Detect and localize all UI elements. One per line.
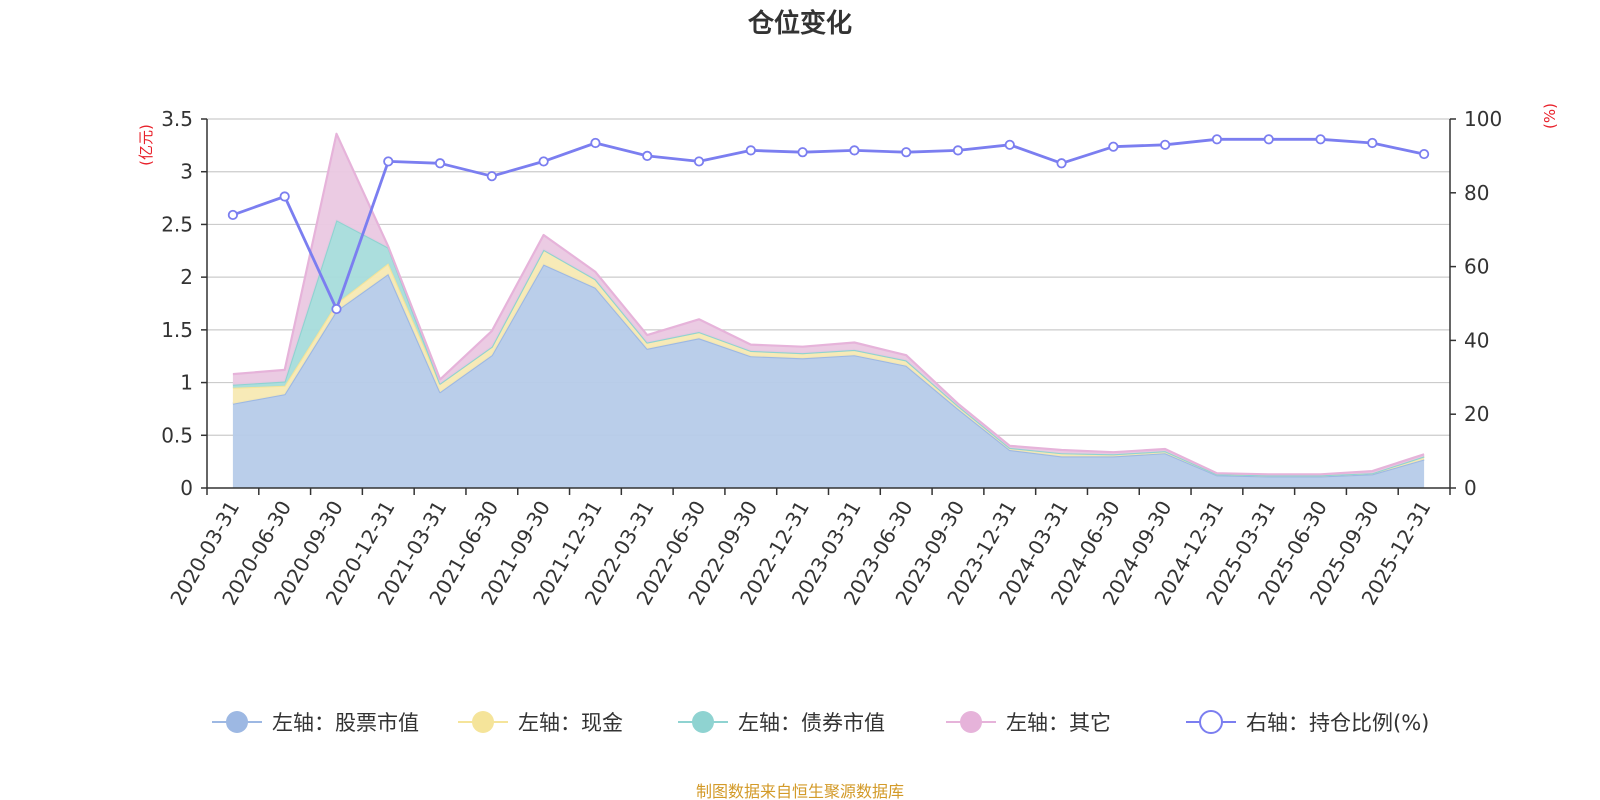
right-axis-tick-label: 100 xyxy=(1464,107,1502,131)
left-axis-tick-label: 0 xyxy=(180,476,193,500)
right-axis-tick-label: 20 xyxy=(1464,402,1489,426)
legend-marker xyxy=(472,711,494,733)
legend-marker xyxy=(960,711,982,733)
position-ratio-path xyxy=(232,137,1425,311)
left-axis-unit: (亿元) xyxy=(137,124,155,166)
stacked-areas xyxy=(232,132,1425,488)
right-axis-tick-label: 60 xyxy=(1464,255,1489,279)
position-ratio-point xyxy=(1419,148,1430,160)
position-ratio-point xyxy=(1004,139,1015,150)
position-ratio-point xyxy=(642,150,653,161)
legend-marker xyxy=(1199,710,1223,734)
area-series-2 xyxy=(232,220,1425,476)
left-axis-tick-label: 3.5 xyxy=(161,107,193,131)
position-ratio-point xyxy=(849,145,860,156)
position-ratio-point xyxy=(486,171,497,182)
right-axis-tick-label: 40 xyxy=(1464,328,1489,352)
x-axis-labels: 2020-03-312020-06-302020-09-302020-12-31… xyxy=(165,496,1435,609)
left-axis-tick-label: 1 xyxy=(180,371,193,395)
legend-item-4[interactable]: 右轴：持仓比例(%) xyxy=(1186,710,1429,735)
position-ratio-point xyxy=(1315,134,1326,145)
position-ratio-point xyxy=(590,137,601,149)
axes: 0 0.5 1 1.5 2 2.5 3 3.5 0 20 40 60 80 100 xyxy=(161,107,1502,500)
legend[interactable]: 左轴：股票市值 左轴：现金 左轴：债券市值 左轴：其它 右轴：持仓比例(%) xyxy=(212,710,1429,735)
legend-marker xyxy=(226,711,248,733)
position-ratio-point xyxy=(1056,158,1067,169)
area-series-edge-3 xyxy=(232,132,1425,476)
data-source-note: 制图数据来自恒生聚源数据库 xyxy=(696,782,904,800)
position-ratio-point xyxy=(1160,139,1171,150)
position-ratio-point xyxy=(797,147,808,158)
legend-item-1[interactable]: 左轴：现金 xyxy=(458,711,623,735)
legend-item-2[interactable]: 左轴：债券市值 xyxy=(678,711,885,735)
chart-title: 仓位变化 xyxy=(747,8,852,39)
right-axis-tick-label: 80 xyxy=(1464,181,1489,205)
position-ratio-point xyxy=(901,147,912,158)
area-series-0 xyxy=(232,264,1425,488)
position-ratio-point xyxy=(745,145,756,156)
position-ratio-point xyxy=(693,156,705,167)
position-ratio-point xyxy=(227,209,238,221)
position-ratio-point xyxy=(952,145,964,156)
legend-item-0[interactable]: 左轴：股票市值 xyxy=(212,711,419,735)
legend-label: 左轴：其它 xyxy=(1006,711,1111,735)
position-ratio-point xyxy=(331,303,342,315)
position-ratio-line xyxy=(227,134,1430,315)
legend-label: 左轴：股票市值 xyxy=(272,711,419,735)
left-axis-tick-label: 2.5 xyxy=(161,212,193,236)
legend-item-3[interactable]: 左轴：其它 xyxy=(946,711,1111,735)
position-ratio-point xyxy=(538,156,549,167)
area-series-1 xyxy=(232,249,1425,477)
right-axis-tick-label: 0 xyxy=(1464,476,1477,500)
left-axis-tick-label: 1.5 xyxy=(161,318,193,342)
left-axis-tick-label: 2 xyxy=(180,265,193,289)
position-ratio-point xyxy=(1108,141,1119,152)
position-ratio-point xyxy=(1263,134,1274,145)
position-ratio-point xyxy=(434,158,446,169)
position-ratio-point xyxy=(1211,134,1223,145)
left-axis-tick-label: 3 xyxy=(180,160,193,184)
legend-label: 左轴：现金 xyxy=(518,711,623,735)
position-ratio-point xyxy=(383,156,394,167)
legend-label: 右轴：持仓比例(%) xyxy=(1246,711,1429,735)
position-ratio-point xyxy=(279,191,290,202)
legend-label: 左轴：债券市值 xyxy=(738,711,885,735)
legend-marker xyxy=(692,711,714,733)
left-axis-tick-label: 0.5 xyxy=(161,423,193,447)
right-axis-unit: (%) xyxy=(1541,103,1559,129)
position-ratio-point xyxy=(1367,137,1378,149)
